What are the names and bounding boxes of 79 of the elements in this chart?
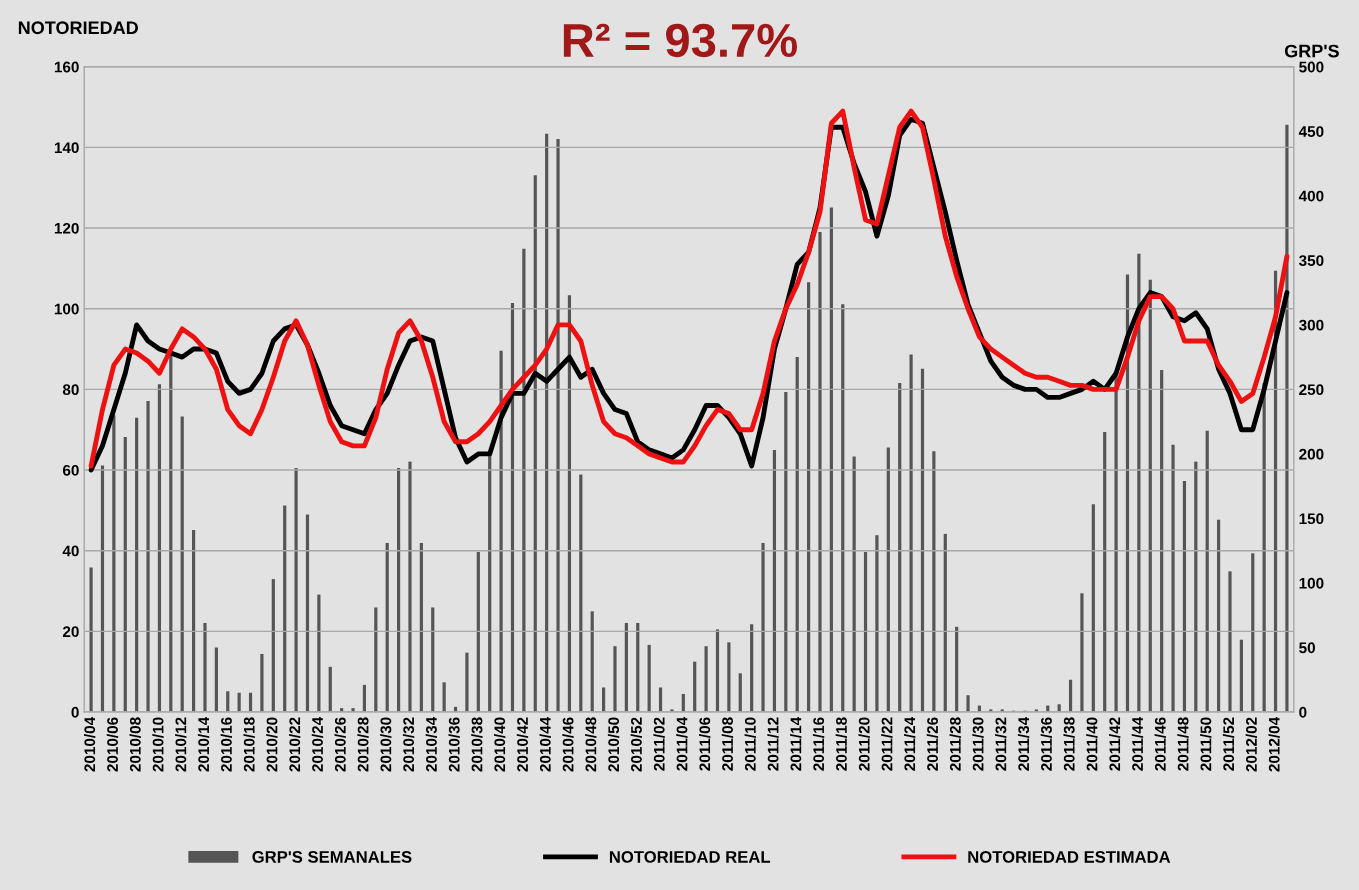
y2-tick-label: 350 [1298, 255, 1324, 267]
x-tick-label: 2010/28 [357, 717, 369, 772]
legend-label: NOTORIEDAD REAL [609, 851, 771, 863]
x-tick-label: 2011/10 [744, 717, 756, 771]
x-tick-label: 2010/32 [402, 717, 415, 772]
x-tick-label: 2011/02 [653, 717, 665, 771]
y2-tick-label: 200 [1299, 448, 1324, 460]
x-tick-label: 2010/18 [243, 717, 255, 772]
y-tick-label: 40 [62, 545, 79, 557]
y-tick-label: 160 [54, 61, 79, 73]
x-tick-label: 2011/18 [835, 717, 848, 771]
x-tick-label: 2010/06 [106, 717, 119, 772]
x-tick-label: 2010/38 [471, 717, 483, 772]
x-tick-label: 2011/50 [1200, 717, 1212, 771]
y2-tick-label: 50 [1299, 642, 1315, 654]
y2-axis-title: GRP'S [1284, 44, 1339, 58]
y2-tick-label: 100 [1299, 577, 1324, 589]
x-tick-label: 2010/46 [562, 717, 574, 772]
x-tick-label: 2010/50 [607, 717, 620, 772]
x-tick-label: 2010/22 [288, 717, 301, 772]
x-tick-label: 2011/08 [721, 717, 734, 771]
y2-tick-label: 500 [1299, 61, 1324, 73]
y2-tick-label: 400 [1298, 190, 1324, 202]
chart-title: R² = 93.7% [563, 23, 798, 58]
y-tick-label: 80 [62, 384, 79, 396]
x-tick-label: 2011/20 [858, 717, 870, 771]
x-tick-label: 2010/12 [175, 717, 187, 772]
y2-tick-label: 0 [1299, 706, 1307, 718]
x-tick-label: 2010/34 [425, 716, 438, 772]
x-tick-label: 2011/36 [1040, 717, 1053, 771]
x-tick-label: 2011/30 [972, 717, 984, 771]
x-tick-label: 2010/16 [220, 717, 233, 772]
x-tick-label: 2011/06 [698, 717, 711, 771]
x-tick-label: 2010/04 [83, 716, 96, 772]
x-tick-label: 2010/30 [380, 717, 392, 772]
y-tick-label: 140 [54, 142, 79, 154]
x-tick-label: 2011/24 [903, 716, 916, 771]
x-tick-label: 2010/24 [311, 716, 324, 772]
x-tick-label: 2011/38 [1063, 717, 1075, 771]
x-tick-label: 2011/26 [926, 717, 939, 771]
x-tick-label: 2011/48 [1177, 717, 1189, 771]
x-tick-label: 2010/14 [197, 716, 210, 772]
x-tick-label: 2010/08 [129, 717, 141, 772]
y-tick-label: 0 [71, 706, 79, 718]
x-tick-label: 2010/40 [493, 717, 506, 772]
x-tick-label: 2012/04 [1268, 716, 1280, 772]
y2-tick-label: 450 [1298, 126, 1324, 137]
x-tick-label: 2011/40 [1086, 717, 1098, 771]
y-tick-label: 20 [62, 626, 79, 638]
x-tick-label: 2011/14 [790, 716, 802, 771]
y2-tick-label: 150 [1299, 513, 1324, 525]
x-tick-label: 2011/12 [767, 717, 779, 771]
x-tick-label: 2011/46 [1154, 717, 1166, 771]
x-tick-label: 2010/42 [516, 717, 529, 772]
x-tick-label: 2012/02 [1245, 717, 1258, 772]
x-tick-label: 2011/16 [812, 717, 825, 771]
x-tick-label: 2011/32 [995, 717, 1007, 771]
x-tick-label: 2010/20 [266, 717, 278, 772]
legend-label: GRP'S SEMANALES [252, 851, 412, 863]
legend-label: NOTORIEDAD ESTIMADA [968, 851, 1171, 863]
x-tick-label: 2011/52 [1222, 717, 1235, 771]
y-tick-label: 100 [54, 303, 79, 315]
x-tick-label: 2010/36 [448, 717, 460, 772]
x-tick-label: 2011/34 [1017, 716, 1030, 771]
x-tick-label: 2010/26 [334, 717, 346, 772]
y2-tick-label: 250 [1299, 384, 1324, 396]
y-tick-label: 60 [62, 464, 79, 476]
x-tick-label: 2010/52 [630, 717, 643, 772]
x-tick-label: 2011/28 [949, 717, 961, 771]
x-tick-label: 2011/44 [1131, 716, 1144, 771]
y-axis-title: NOTORIEDAD [18, 21, 138, 35]
x-tick-label: 2011/04 [676, 716, 688, 771]
x-tick-label: 2010/44 [539, 716, 551, 772]
x-tick-label: 2011/22 [881, 717, 893, 771]
y2-tick-label: 300 [1298, 319, 1324, 331]
y-tick-label: 120 [54, 222, 79, 234]
x-tick-label: 2011/42 [1108, 717, 1121, 771]
x-tick-label: 2010/10 [152, 717, 164, 772]
x-tick-label: 2010/48 [585, 717, 597, 772]
